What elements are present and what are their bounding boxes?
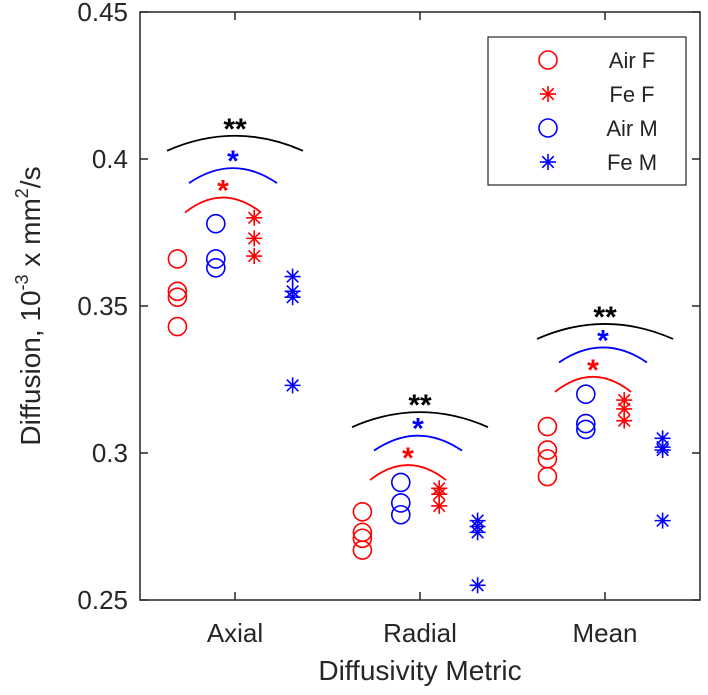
data-point-air-f — [352, 540, 373, 560]
legend-label: Fe M — [607, 150, 657, 175]
data-point-fe-f — [616, 412, 633, 429]
data-point-fe-f — [431, 497, 448, 514]
asterisk-stroke — [432, 487, 446, 501]
data-point-air-f — [352, 528, 373, 549]
asterisk-stroke — [471, 526, 484, 539]
significance-marker-F: * — [217, 175, 229, 208]
asterisk-stroke — [656, 514, 669, 527]
significance-marker-all: ** — [223, 113, 247, 146]
asterisk-stroke — [541, 155, 555, 169]
data-point-air-m — [206, 257, 226, 278]
x-tick-label: Axial — [207, 618, 263, 648]
legend: Air F Fe F Air M Fe M — [487, 36, 687, 186]
data-point-air-m — [575, 413, 596, 434]
significance-bracket-F — [184, 196, 262, 214]
y-tick-label: 0.45 — [77, 0, 128, 27]
data-point-air-f — [352, 501, 373, 522]
significance-marker-F: * — [587, 354, 599, 387]
significance-marker-M: * — [412, 413, 424, 446]
data-point-air-f — [167, 316, 188, 337]
asterisk-stroke — [617, 414, 631, 427]
data-point-air-m — [206, 249, 226, 269]
data-point-fe-m — [284, 289, 301, 306]
data-point-fe-m — [469, 524, 486, 541]
legend-marker-air-m — [538, 118, 558, 138]
significance-bracket-F — [369, 464, 447, 481]
data-point-air-f — [167, 281, 188, 302]
legend-box — [487, 36, 687, 186]
data-point-air-m — [575, 384, 596, 405]
data-point-fe-f — [616, 400, 633, 417]
legend-label: Fe F — [609, 82, 654, 107]
significance-marker-M: * — [597, 324, 609, 357]
y-tick-label: 0.25 — [77, 585, 128, 615]
data-point-fe-f — [246, 248, 263, 265]
asterisk-stroke — [617, 402, 631, 416]
data-point-air-f — [537, 416, 558, 437]
y-tick-label: 0.3 — [92, 438, 128, 468]
legend-label: Air F — [609, 48, 655, 73]
significance-marker-M: * — [227, 145, 239, 178]
data-point-fe-f — [246, 209, 263, 226]
data-point-fe-f — [246, 230, 263, 247]
data-point-fe-m — [654, 442, 671, 459]
asterisk-stroke — [286, 290, 299, 304]
y-tick-label: 0.4 — [92, 144, 128, 174]
data-point-air-m — [390, 504, 411, 525]
legend-marker-air-f — [538, 50, 558, 70]
x-tick-label: Radial — [383, 618, 457, 648]
data-point-air-f — [167, 287, 188, 307]
x-tick-label: Mean — [572, 618, 637, 648]
data-point-fe-m — [284, 268, 301, 285]
data-point-air-m — [206, 213, 226, 234]
data-point-fe-m — [654, 512, 671, 529]
significance-marker-F: * — [402, 442, 414, 475]
significance-bracket-all — [536, 323, 674, 340]
asterisk-stroke — [656, 443, 669, 457]
asterisk-stroke — [247, 211, 261, 225]
legend-marker-fe-f — [540, 86, 556, 102]
data-point-fe-m — [469, 577, 486, 594]
legend-label: Air M — [606, 116, 657, 141]
significance-bracket-F — [554, 375, 632, 393]
data-point-air-m — [390, 493, 411, 513]
significance-marker-all: ** — [593, 301, 617, 334]
data-point-air-f — [167, 249, 188, 269]
data-point-air-f — [537, 440, 558, 460]
x-axis-label: Diffusivity Metric — [318, 655, 521, 686]
asterisk-stroke — [432, 499, 446, 513]
data-point-air-m — [575, 419, 596, 440]
data-point-fe-m — [284, 377, 301, 394]
asterisk-stroke — [286, 270, 299, 283]
asterisk-stroke — [471, 578, 484, 592]
significance-bracket-M — [558, 346, 648, 364]
data-point-air-f — [537, 466, 558, 487]
significance-bracket-all — [166, 134, 304, 152]
y-axis-label: Diffusion, 10-3 x mm2/s — [12, 166, 46, 445]
asterisk-stroke — [656, 431, 669, 445]
asterisk-stroke — [247, 232, 261, 245]
asterisk-stroke — [247, 249, 261, 263]
asterisk-stroke — [617, 393, 631, 407]
significance-bracket-M — [188, 167, 278, 184]
significance-bracket-M — [373, 434, 463, 452]
y-tick-label: 0.35 — [77, 291, 128, 321]
legend-marker-fe-m — [540, 154, 556, 170]
data-point-fe-m — [654, 430, 671, 447]
significance-bracket-all — [351, 411, 489, 428]
asterisk-stroke — [286, 379, 299, 392]
data-point-air-m — [390, 472, 411, 493]
significance-marker-all: ** — [408, 389, 432, 422]
asterisk-stroke — [541, 87, 555, 101]
